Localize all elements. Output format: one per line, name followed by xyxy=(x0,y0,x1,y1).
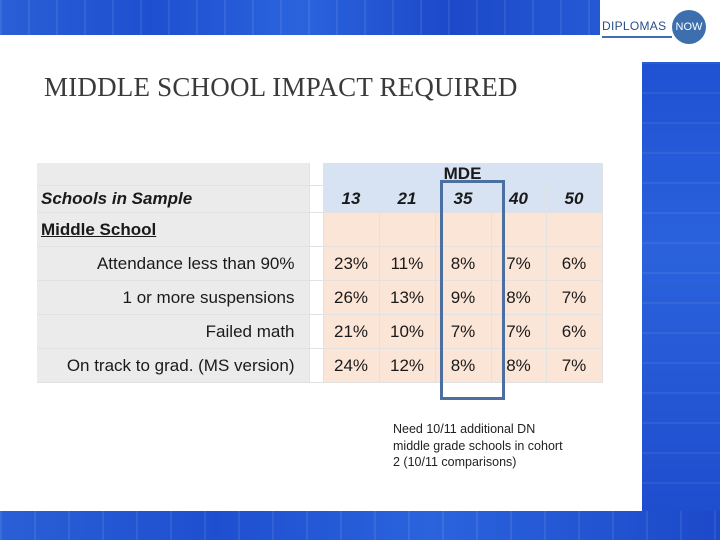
logo-brand-text: DIPLOMAS xyxy=(602,19,667,33)
right-decorative-band xyxy=(642,62,720,540)
value-cell: 11% xyxy=(379,246,436,281)
value-cell: 8% xyxy=(491,280,547,315)
slide-title: MIDDLE SCHOOL IMPACT REQUIRED xyxy=(44,72,518,102)
empty-cell xyxy=(379,212,436,247)
value-cell: 10% xyxy=(379,314,436,349)
row-label: 1 or more suspensions xyxy=(37,280,310,315)
value-cell: 24% xyxy=(323,348,380,383)
empty-cell xyxy=(435,212,492,247)
value-cell: 26% xyxy=(323,280,380,315)
row-label: On track to grad. (MS version) xyxy=(37,348,310,383)
table-row: Failed math 21% 10% 7% 7% 6% xyxy=(37,314,603,349)
table-row: Attendance less than 90% 23% 11% 8% 7% 6… xyxy=(37,246,603,281)
empty-cell xyxy=(546,212,603,247)
sample-size: 21 xyxy=(379,185,436,213)
value-cell: 21% xyxy=(323,314,380,349)
section-cell: Middle School xyxy=(37,212,310,247)
value-cell: 8% xyxy=(491,348,547,383)
separator-cell xyxy=(309,348,324,383)
value-cell: 12% xyxy=(379,348,436,383)
mde-table: MDE Schools in Sample 13 21 35 40 50 Mid… xyxy=(37,163,603,383)
mde-header: MDE xyxy=(323,163,603,186)
section-label: Middle School xyxy=(41,219,157,239)
value-cell: 13% xyxy=(379,280,436,315)
separator-cell xyxy=(309,212,324,247)
sample-label: Schools in Sample xyxy=(37,185,310,213)
value-cell: 7% xyxy=(546,348,603,383)
value-cell: 7% xyxy=(546,280,603,315)
value-cell: 8% xyxy=(435,348,492,383)
logo-underline xyxy=(602,36,672,38)
sample-row: Schools in Sample 13 21 35 40 50 xyxy=(37,185,603,213)
empty-cell xyxy=(491,212,547,247)
value-cell: 9% xyxy=(435,280,492,315)
mde-table-container: MDE Schools in Sample 13 21 35 40 50 Mid… xyxy=(37,163,603,383)
row-label: Attendance less than 90% xyxy=(37,246,310,281)
value-cell: 7% xyxy=(491,246,547,281)
highlight-box xyxy=(440,180,505,400)
sample-size: 35 xyxy=(435,185,492,213)
sample-size: 40 xyxy=(491,185,547,213)
separator-cell xyxy=(309,246,324,281)
sample-size: 13 xyxy=(323,185,380,213)
separator-cell xyxy=(309,280,324,315)
sample-size: 50 xyxy=(546,185,603,213)
row-label: Failed math xyxy=(37,314,310,349)
header-blank xyxy=(37,163,310,186)
value-cell: 7% xyxy=(491,314,547,349)
separator-cell xyxy=(309,314,324,349)
empty-cell xyxy=(323,212,380,247)
value-cell: 23% xyxy=(323,246,380,281)
separator-cell xyxy=(309,185,324,213)
table-row: 1 or more suspensions 26% 13% 9% 8% 7% xyxy=(37,280,603,315)
value-cell: 6% xyxy=(546,314,603,349)
value-cell: 6% xyxy=(546,246,603,281)
section-row: Middle School xyxy=(37,212,603,247)
top-decorative-band xyxy=(0,0,600,35)
bottom-decorative-band xyxy=(0,511,720,540)
table-row: On track to grad. (MS version) 24% 12% 8… xyxy=(37,348,603,383)
annotation-note: Need 10/11 additional DN middle grade sc… xyxy=(393,422,563,469)
diplomas-now-logo: DIPLOMAS NOW xyxy=(600,6,712,46)
logo-circle: NOW xyxy=(672,10,706,44)
value-cell: 7% xyxy=(435,314,492,349)
separator-cell xyxy=(309,163,324,186)
table-header-row: MDE xyxy=(37,163,603,186)
value-cell: 8% xyxy=(435,246,492,281)
